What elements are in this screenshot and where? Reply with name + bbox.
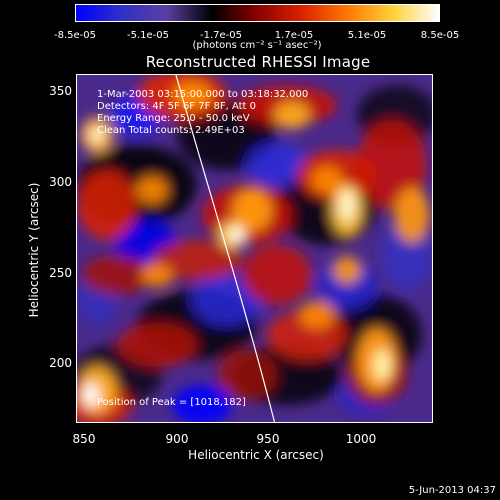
emission-blob	[152, 240, 242, 280]
emission-blob	[90, 127, 104, 143]
image-title: Reconstructed RHESSI Image	[145, 53, 371, 71]
colorbar-tick: -5.1e-05	[127, 30, 169, 41]
emission-blob	[83, 383, 99, 407]
colorbar-tick: 5.1e-05	[347, 30, 387, 41]
emission-blob	[317, 260, 377, 310]
image-plot: 1-Mar-2003 03:15:00.000 to 03:18:32.000 …	[76, 74, 433, 423]
y-tick-label: 300	[49, 175, 72, 189]
colorbar-unit-label: (photons cm⁻² s⁻¹ asec⁻²)	[192, 40, 322, 51]
colorbar-tick: 8.5e-05	[420, 30, 460, 41]
emission-blob	[172, 385, 232, 422]
colorbar-tick: -1.7e-05	[200, 30, 242, 41]
x-tick-label: 950	[256, 432, 280, 446]
emission-blob	[77, 170, 137, 240]
x-tick-label: 850	[72, 432, 96, 446]
emission-blob	[136, 176, 168, 204]
emission-blobs	[77, 75, 432, 422]
emission-blob	[217, 350, 277, 400]
emission-blob	[274, 101, 310, 129]
footer-timestamp: 5-Jun-2013 04:37	[408, 485, 496, 496]
detectors-text: Detectors: 4F 5F 6F 7F 8F, Att 0	[97, 101, 257, 112]
emission-blob	[247, 143, 307, 187]
emission-blob	[299, 301, 335, 329]
y-tick-label: 200	[49, 356, 72, 370]
x-axis-label: Heliocentric X (arcsec)	[188, 448, 324, 462]
emission-blob	[333, 256, 361, 284]
solar-limb	[175, 75, 276, 422]
y-tick-label: 250	[49, 266, 72, 280]
emission-blob	[141, 263, 173, 287]
colorbar-tick: 1.7e-05	[274, 30, 314, 41]
image-map	[77, 75, 432, 422]
emission-blob	[82, 255, 152, 295]
emission-blob	[117, 323, 197, 367]
emission-blob	[311, 166, 343, 194]
limb-line	[175, 75, 276, 422]
emission-blob	[373, 349, 391, 381]
x-tick-label: 1000	[345, 432, 377, 446]
peak-position-text: Position of Peak = [1018,182]	[97, 397, 246, 408]
y-tick-label: 350	[49, 84, 72, 98]
emission-blob	[339, 189, 355, 221]
time-range-text: 1-Mar-2003 03:15:00.000 to 03:18:32.000	[97, 89, 309, 100]
emission-blob	[242, 245, 312, 305]
colorbar-tick: -8.5e-05	[54, 30, 96, 41]
y-axis-label: Heliocentric Y (arcsec)	[27, 182, 41, 318]
emission-blob	[172, 81, 212, 109]
emission-blob	[394, 187, 430, 243]
energy-range-text: Energy Range: 25.0 - 50.0 keV	[97, 113, 250, 124]
x-tick-label: 900	[165, 432, 189, 446]
emission-blob	[232, 188, 272, 232]
colorbar	[75, 4, 440, 22]
emission-blob	[230, 228, 244, 242]
clean-text: Clean Total counts: 2.49E+03	[97, 125, 245, 136]
